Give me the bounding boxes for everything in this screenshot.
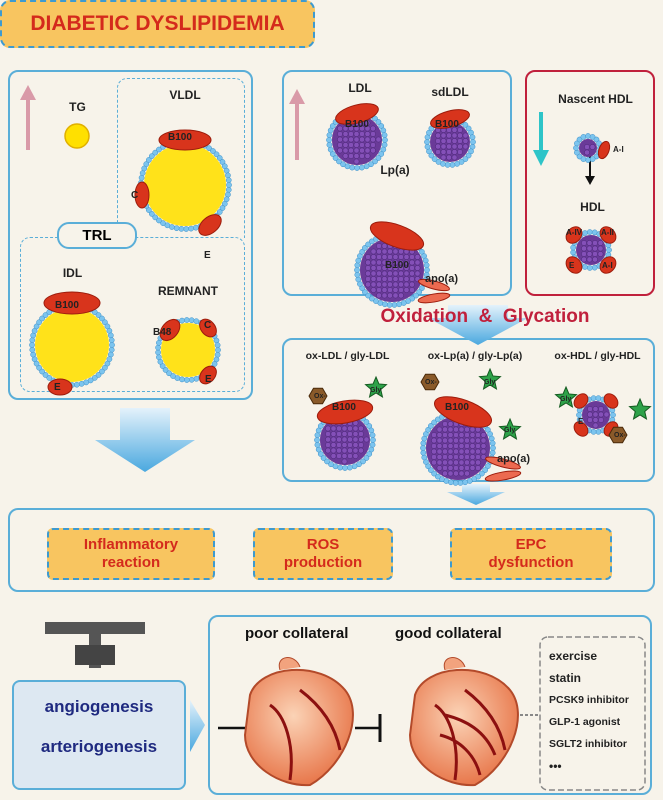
gly-star-icon <box>554 385 578 408</box>
lpa-particle <box>354 221 451 308</box>
treatment-more: ••• <box>549 759 562 773</box>
collateral-panel <box>208 615 652 795</box>
vldl-e-label: E <box>204 250 211 261</box>
lpa-apoa-label: apo(a) <box>425 273 458 285</box>
ldl-label: LDL <box>348 81 372 95</box>
ox-hexagon-icon <box>420 373 440 391</box>
oxlpa-ox-label: Ox- <box>425 379 437 386</box>
oxldl-b100-label: B100 <box>332 402 356 413</box>
oxidation-glycation-title: Oxidation & Glycation <box>380 306 590 327</box>
gly-star-icon <box>498 417 522 440</box>
gly-star-icon <box>364 375 388 398</box>
tg-droplet-icon <box>64 123 90 149</box>
oxldl-gly-label: Gly <box>370 387 381 394</box>
trl-label: TRL <box>57 222 137 249</box>
treatment-statin: statin <box>549 671 582 685</box>
poor-collateral-heart-icon <box>243 657 354 787</box>
treatment-sglt2: SGLT2 inhibitor <box>549 738 627 750</box>
ox-hexagon-icon <box>608 426 628 444</box>
hdl-a4-label: A-IV <box>566 228 583 237</box>
trl-panel <box>8 70 253 400</box>
trl-down-arrow-icon <box>95 408 195 472</box>
ox-hdl-particle <box>573 393 619 437</box>
hdl-particle <box>565 226 617 274</box>
ox-hdl-label: ox-HDL / gly-HDL <box>554 350 641 362</box>
idl-e-label: E <box>54 382 61 393</box>
lpa-label: Lp(a) <box>380 163 410 177</box>
treatment-exercise: exercise <box>549 649 598 663</box>
inhibition-bar-icon <box>45 622 145 668</box>
hdl-decrease-arrow-icon <box>533 112 549 166</box>
ldl-b100-label: B100 <box>345 119 369 130</box>
inhibit-arrow-icon <box>355 714 382 742</box>
modified-down-arrow-icon <box>447 484 505 505</box>
vldl-particle <box>134 129 232 236</box>
ldl-increase-arrow-icon <box>289 89 305 160</box>
sdldl-label: sdLDL <box>431 85 469 99</box>
poor-collateral-label: poor collateral <box>245 625 349 642</box>
oxhdl-gly-label: Gly <box>560 396 571 403</box>
tg-label: TG <box>69 100 86 114</box>
treatment-pcsk9: PCSK9 inhibitor <box>549 694 629 706</box>
vldl-label: VLDL <box>169 88 201 102</box>
effects-panel <box>8 508 655 592</box>
ox-hexagon-icon <box>308 387 328 405</box>
arteriogenesis-label: arteriogenesis <box>40 737 158 756</box>
vldl-c-label: C <box>131 190 138 201</box>
vldl-dotted-box <box>117 78 245 238</box>
nascent-hdl-particle <box>573 133 611 163</box>
oxlpa-apoa-label: apo(a) <box>497 453 530 465</box>
gly-star-icon <box>628 397 652 420</box>
vldl-b100-label: B100 <box>168 132 192 143</box>
idl-label: IDL <box>62 266 83 280</box>
remnant-b48-label: B48 <box>153 327 172 338</box>
lpa-b100-label: B100 <box>385 260 409 271</box>
remnant-particle <box>155 317 221 385</box>
hdl-label: HDL <box>580 200 605 214</box>
page-title: DIABETIC DYSLIPIDEMIA <box>0 0 315 48</box>
oxhdl-e-label: E <box>578 417 584 426</box>
ox-ldl-particle <box>314 399 376 471</box>
remnant-label: REMNANT <box>158 284 218 298</box>
treatment-glp1: GLP-1 agonist <box>549 716 621 728</box>
hdl-e-label: E <box>569 261 575 270</box>
idl-particle <box>29 291 115 396</box>
gly-star-icon <box>478 367 502 390</box>
hdl-a2-label: A-II <box>601 228 614 237</box>
remnant-c-label: C <box>204 320 211 331</box>
effect-epc: EPC dysfunction <box>450 528 612 580</box>
oxidation-down-arrow-icon <box>428 305 528 345</box>
sdldl-particle <box>424 109 476 168</box>
ox-lpa-particle <box>420 396 522 486</box>
oxlpa-gly2-label: Gly <box>504 427 515 434</box>
nascent-hdl-label: Nascent HDL <box>558 92 633 106</box>
effect-inflammatory: Inflammatory reaction <box>47 528 215 580</box>
good-collateral-heart-icon <box>408 657 519 787</box>
oxlpa-gly-label: Gly <box>484 379 495 386</box>
hdl-a1-label: A-I <box>602 261 613 270</box>
remnant-e-label: E <box>205 374 212 385</box>
idl-b100-label: B100 <box>55 300 79 311</box>
tg-increase-arrow-icon <box>20 85 36 150</box>
angiogenesis-label: angiogenesis <box>44 697 154 716</box>
hdl-panel <box>525 70 655 296</box>
treatment-list: exercise statin PCSK9 inhibitor GLP-1 ag… <box>549 645 629 777</box>
ox-ldl-label: ox-LDL / gly-LDL <box>305 350 390 362</box>
oxlpa-b100-label: B100 <box>445 402 469 413</box>
effect-ros: ROS production <box>253 528 393 580</box>
good-collateral-label: good collateral <box>395 625 502 642</box>
oxldl-ox-label: Ox- <box>314 393 326 400</box>
oxhdl-ox-label: Ox- <box>614 432 626 439</box>
right-arrow-icon <box>190 700 205 752</box>
angiogenesis-box <box>12 680 186 790</box>
ldl-particle <box>326 103 388 171</box>
nascent-a1-label: A-I <box>613 145 624 154</box>
sdldl-b100-label: B100 <box>435 119 459 130</box>
ox-lpa-label: ox-Lp(a) / gly-Lp(a) <box>427 350 523 362</box>
